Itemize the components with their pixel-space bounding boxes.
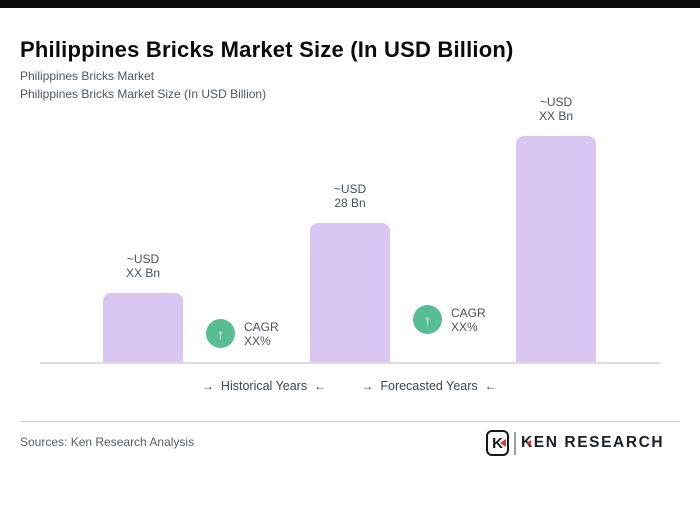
ken-research-logo: K KEN RESEARCH [486, 429, 664, 457]
market-bar-base-year [310, 223, 390, 363]
left-arrow-icon: ← [314, 379, 327, 393]
cagr-label: CAGR XX% [244, 319, 279, 348]
cagr-badge-forecast: ↑ CAGR XX% [413, 305, 486, 334]
bar-value-label: ~USD XX Bn [538, 95, 574, 123]
right-arrow-icon: → [361, 379, 374, 393]
logo-separator [514, 431, 516, 455]
subtitle-line-2: Philippines Bricks Market Size (In USD B… [20, 87, 267, 101]
wordmark-red-triangle-icon [526, 439, 531, 446]
bar-value-label: ~USD 28 Bn [333, 182, 367, 210]
ken-research-wordmark: KEN RESEARCH [521, 434, 665, 451]
forecasted-years-label: → Forecasted Years ← [361, 379, 496, 393]
left-arrow-icon: ← [484, 379, 497, 393]
chart-subtitle: Philippines Bricks Market Philippines Br… [20, 67, 266, 103]
bar-chart-area: ~USD XX Bn ~USD 28 Bn ~USD XX Bn ↑ CAGR … [40, 95, 660, 393]
period-label-text: Historical Years [220, 379, 308, 393]
top-accent-bar [0, 0, 700, 8]
chart-baseline [40, 362, 660, 364]
logo-red-triangle-icon [500, 439, 506, 447]
subtitle-line-1: Philippines Bricks Market [20, 69, 155, 83]
logo-k-letter: K [492, 434, 503, 452]
cagr-label: CAGR XX% [451, 305, 486, 334]
sources-text: Sources: Ken Research Analysis [20, 435, 195, 449]
market-bar-forecast [516, 136, 596, 363]
period-label-text: Forecasted Years [380, 379, 478, 393]
right-arrow-icon: → [201, 379, 214, 393]
ken-research-logo-icon: K [486, 430, 509, 456]
historical-years-label: → Historical Years ← [202, 379, 326, 393]
cagr-badge-historical: ↑ CAGR XX% [206, 319, 279, 348]
page-title: Philippines Bricks Market Size (In USD B… [20, 36, 514, 62]
growth-up-arrow-icon: ↑ [413, 305, 442, 334]
bar-value-label: ~USD XX Bn [125, 252, 161, 280]
market-bar-historical [103, 293, 183, 363]
growth-up-arrow-icon: ↑ [206, 319, 235, 348]
footer-divider [20, 421, 680, 422]
